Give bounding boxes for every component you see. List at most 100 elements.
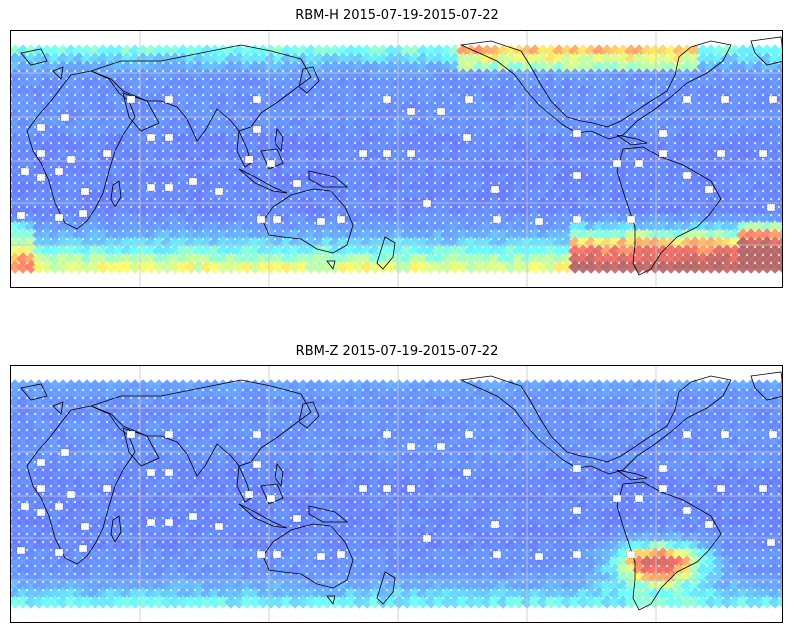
field-cell bbox=[144, 84, 158, 98]
field-cell bbox=[176, 132, 190, 146]
field-cell bbox=[208, 172, 222, 186]
field-cell bbox=[328, 84, 342, 98]
field-cell bbox=[392, 387, 406, 401]
field-cell bbox=[480, 164, 494, 178]
field-cell bbox=[232, 84, 246, 98]
field-cell bbox=[776, 420, 782, 432]
field-cell bbox=[32, 244, 46, 258]
field-cell bbox=[616, 212, 630, 226]
field-cell bbox=[168, 483, 182, 497]
field-cell bbox=[320, 475, 334, 489]
field-cell bbox=[776, 109, 782, 121]
field-cell bbox=[560, 108, 574, 122]
field-cell bbox=[560, 148, 574, 162]
field-cell bbox=[696, 212, 710, 226]
field-cell bbox=[360, 403, 374, 417]
field-cell bbox=[400, 84, 414, 98]
field-cell bbox=[744, 491, 758, 505]
field-cell bbox=[216, 491, 230, 505]
field-cell bbox=[336, 92, 350, 106]
field-cell bbox=[552, 148, 566, 162]
field-cell bbox=[576, 499, 590, 513]
field-cell bbox=[672, 52, 686, 66]
field-cell bbox=[176, 60, 190, 74]
field-cell bbox=[576, 515, 590, 529]
field-cell bbox=[328, 387, 342, 401]
field-cell bbox=[528, 60, 542, 74]
field-cell bbox=[632, 467, 646, 481]
field-cell bbox=[688, 260, 702, 274]
field-cell bbox=[736, 52, 750, 66]
field-cell bbox=[576, 539, 590, 553]
field-cell bbox=[688, 116, 702, 130]
field-cell bbox=[232, 52, 246, 66]
field-cell bbox=[320, 156, 334, 170]
field-cell bbox=[224, 84, 238, 98]
field-cell bbox=[160, 84, 174, 98]
field-cell bbox=[264, 116, 278, 130]
field-cell bbox=[744, 435, 758, 449]
field-cell bbox=[664, 156, 678, 170]
field-cell bbox=[152, 180, 166, 194]
field-cell bbox=[608, 44, 622, 58]
field-cell bbox=[216, 204, 230, 218]
field-cell bbox=[696, 459, 710, 473]
field-cell bbox=[112, 379, 126, 393]
field-cell bbox=[592, 252, 606, 266]
field-cell bbox=[456, 60, 470, 74]
field-cell bbox=[600, 68, 614, 82]
field-cell bbox=[448, 188, 462, 202]
field-cell bbox=[576, 100, 590, 114]
field-cell bbox=[16, 52, 30, 66]
field-cell bbox=[48, 132, 62, 146]
field-cell bbox=[384, 116, 398, 130]
field-cell bbox=[352, 435, 366, 449]
field-cell bbox=[80, 395, 94, 409]
field-cell bbox=[664, 387, 678, 401]
field-cell bbox=[696, 180, 710, 194]
field-cell bbox=[536, 116, 550, 130]
field-cell bbox=[224, 172, 238, 186]
field-cell bbox=[552, 395, 566, 409]
field-cell bbox=[328, 92, 342, 106]
field-cell bbox=[704, 507, 718, 521]
field-cell bbox=[320, 483, 334, 497]
field-cell bbox=[608, 387, 622, 401]
station-marker bbox=[768, 95, 778, 104]
field-cell bbox=[288, 84, 302, 98]
field-cell bbox=[224, 68, 238, 82]
field-cell bbox=[184, 499, 198, 513]
field-cell bbox=[600, 539, 614, 553]
field-cell bbox=[536, 252, 550, 266]
field-cell bbox=[768, 228, 782, 242]
field-cell bbox=[312, 60, 326, 74]
field-cell bbox=[272, 228, 286, 242]
field-cell bbox=[744, 100, 758, 114]
field-cell bbox=[472, 236, 486, 250]
field-cell bbox=[736, 459, 750, 473]
field-cell bbox=[392, 395, 406, 409]
field-cell bbox=[296, 228, 310, 242]
field-cell bbox=[64, 467, 78, 481]
field-cell bbox=[576, 116, 590, 130]
field-cell bbox=[680, 419, 694, 433]
field-cell bbox=[128, 387, 142, 401]
field-cell bbox=[440, 132, 454, 146]
field-cell bbox=[488, 252, 502, 266]
field-cell bbox=[616, 148, 630, 162]
field-cell bbox=[560, 395, 574, 409]
field-cell bbox=[448, 435, 462, 449]
field-cell bbox=[40, 403, 54, 417]
field-cell bbox=[128, 443, 142, 457]
field-cell bbox=[688, 435, 702, 449]
field-cell bbox=[776, 261, 782, 273]
field-cell bbox=[272, 116, 286, 130]
field-cell bbox=[664, 180, 678, 194]
field-cell bbox=[256, 467, 270, 481]
field-cell bbox=[24, 252, 38, 266]
field-cell bbox=[728, 427, 742, 441]
field-cell bbox=[352, 116, 366, 130]
field-cell bbox=[40, 84, 54, 98]
field-cell bbox=[440, 236, 454, 250]
field-cell bbox=[64, 212, 78, 226]
